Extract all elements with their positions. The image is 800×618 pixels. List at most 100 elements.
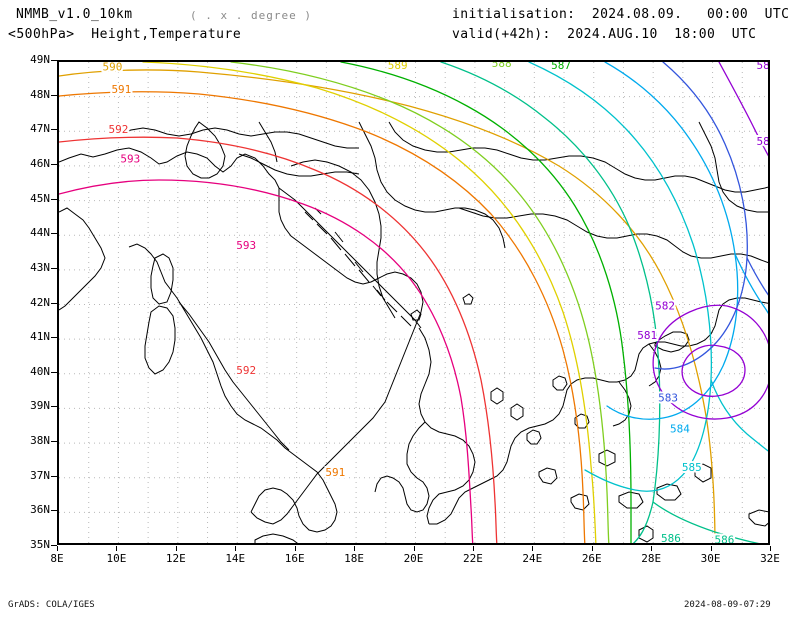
latitude-tick-label: 48N: [30, 87, 50, 101]
longitude-tick-mark: [651, 546, 653, 551]
contour-583-e: [746, 257, 768, 296]
latitude-tick-label: 45N: [30, 191, 50, 205]
initialisation-label: initialisation: 2024.08.09. 00:00 UTC: [452, 7, 790, 22]
longitude-tick-mark: [591, 546, 593, 551]
longitude-tick-label: 18E: [344, 552, 365, 565]
contour-label-halo: 58: [756, 62, 769, 72]
contour-label: 591: [325, 466, 345, 479]
contour-label: 591: [111, 83, 131, 96]
valid-time-label: valid(+42h): 2024.AUG.10 18:00 UTC: [452, 27, 757, 42]
longitude-tick-label: 8E: [50, 552, 64, 565]
longitude-tick-label: 24E: [522, 552, 543, 565]
height-contours: [59, 62, 768, 543]
latitude-tick-mark: [51, 510, 57, 512]
longitude-tick-label: 14E: [225, 552, 246, 565]
latitude-tick-label: 43N: [30, 260, 50, 274]
contour-label: 582: [655, 300, 675, 313]
longitude-tick-mark: [472, 546, 474, 551]
contour-585-e: [710, 379, 768, 452]
latitude-tick-label: 44N: [30, 226, 50, 240]
longitude-tick-label: 16E: [284, 552, 305, 565]
contour-label-halo: 583: [658, 392, 678, 405]
contour-label-halo: 591: [111, 83, 131, 96]
latitude-tick-label: 47N: [30, 122, 50, 136]
latitude-tick-mark: [51, 60, 57, 61]
contour-label: 592: [108, 123, 128, 136]
contour-label: 587: [551, 62, 571, 72]
longitude-tick-label: 26E: [581, 552, 602, 565]
latitude-tick-label: 39N: [30, 399, 50, 413]
contour-label-halo: 593: [120, 152, 140, 165]
contour-label-halo: 592: [236, 364, 256, 377]
contour-label-halo: 588: [492, 62, 512, 70]
contour-label: 590: [103, 62, 123, 74]
latitude-tick-label: 40N: [30, 364, 50, 378]
longitude-tick-mark: [354, 546, 356, 551]
contour-592: [59, 136, 498, 543]
longitude-tick-mark: [770, 546, 771, 551]
contour-label-halo: 589: [388, 62, 408, 72]
contour-584-e: [734, 253, 768, 314]
contour-586: [440, 62, 661, 543]
contour-label: 584: [670, 423, 690, 436]
contour-map-plot: 590 590 591 591 592 592 593 593 593 593 592 592 591 5…: [57, 60, 770, 545]
latitude-tick-label: 35N: [30, 538, 50, 551]
contour-label: 586: [661, 532, 681, 545]
contour-587: [340, 62, 632, 543]
contour-value-labels: 5905905915915925925935935935935925925915…: [101, 62, 769, 545]
contour-label-halo: 581: [637, 329, 657, 342]
contour-label-halo: 58: [756, 135, 769, 148]
contour-584: [604, 62, 739, 420]
contour-593: [59, 179, 474, 543]
contour-label: 58: [756, 135, 769, 148]
contour-label-halo: 582: [655, 300, 675, 313]
latitude-tick-label: 41N: [30, 330, 50, 344]
longitude-tick-mark: [57, 546, 58, 551]
units-label: ( . x . degree ): [190, 9, 312, 22]
longitude-tick-mark: [294, 546, 296, 551]
contour-label-halo: 590: [103, 62, 123, 74]
contour-label-halo: 591: [325, 466, 345, 479]
contour-map-svg: 5905905915915925925935935935935925925915…: [59, 62, 769, 545]
latitude-tick-mark: [51, 475, 57, 477]
longitude-tick-label: 10E: [106, 552, 127, 565]
contour-label-halo: 587: [551, 62, 571, 72]
longitude-tick-label: 32E: [760, 552, 780, 565]
longitude-tick-label: 30E: [700, 552, 721, 565]
contour-label: 589: [388, 62, 408, 72]
latitude-tick-mark: [51, 545, 57, 546]
latitude-tick-mark: [51, 198, 57, 200]
contour-585: [528, 62, 712, 492]
coastlines-and-borders: [59, 121, 768, 543]
grads-credit-label: GrADS: COLA/IGES: [8, 600, 95, 610]
latitude-tick-label: 37N: [30, 468, 50, 482]
contour-label: 581: [637, 329, 657, 342]
latitude-tick-mark: [51, 337, 57, 339]
contour-label-halo: 584: [670, 423, 690, 436]
contour-label-halo: 592: [108, 123, 128, 136]
contour-label: 58: [756, 62, 769, 72]
latitude-tick-label: 49N: [30, 53, 50, 66]
contour-586-b: [652, 501, 760, 543]
contour-582-ne: [718, 62, 768, 157]
longitude-tick-mark: [532, 546, 534, 551]
longitude-tick-mark: [235, 546, 237, 551]
contour-label: 592: [236, 364, 256, 377]
contour-588: [230, 62, 610, 543]
contour-591: [59, 91, 586, 543]
longitude-tick-label: 12E: [165, 552, 186, 565]
latitude-tick-label: 46N: [30, 156, 50, 170]
latitude-tick-mark: [51, 371, 57, 373]
contour-label: 585: [682, 461, 702, 474]
latitude-tick-label: 36N: [30, 503, 50, 517]
contour-label-halo: 585: [682, 461, 702, 474]
longitude-tick-mark: [175, 546, 177, 551]
latitude-tick-mark: [51, 163, 57, 165]
longitude-tick-label: 20E: [403, 552, 424, 565]
latitude-tick-mark: [51, 406, 57, 408]
latitude-tick-label: 38N: [30, 434, 50, 448]
contour-label-halo: 593: [236, 239, 256, 252]
render-timestamp: 2024-08-09-07:29: [684, 600, 771, 610]
latitude-tick-label: 42N: [30, 295, 50, 309]
